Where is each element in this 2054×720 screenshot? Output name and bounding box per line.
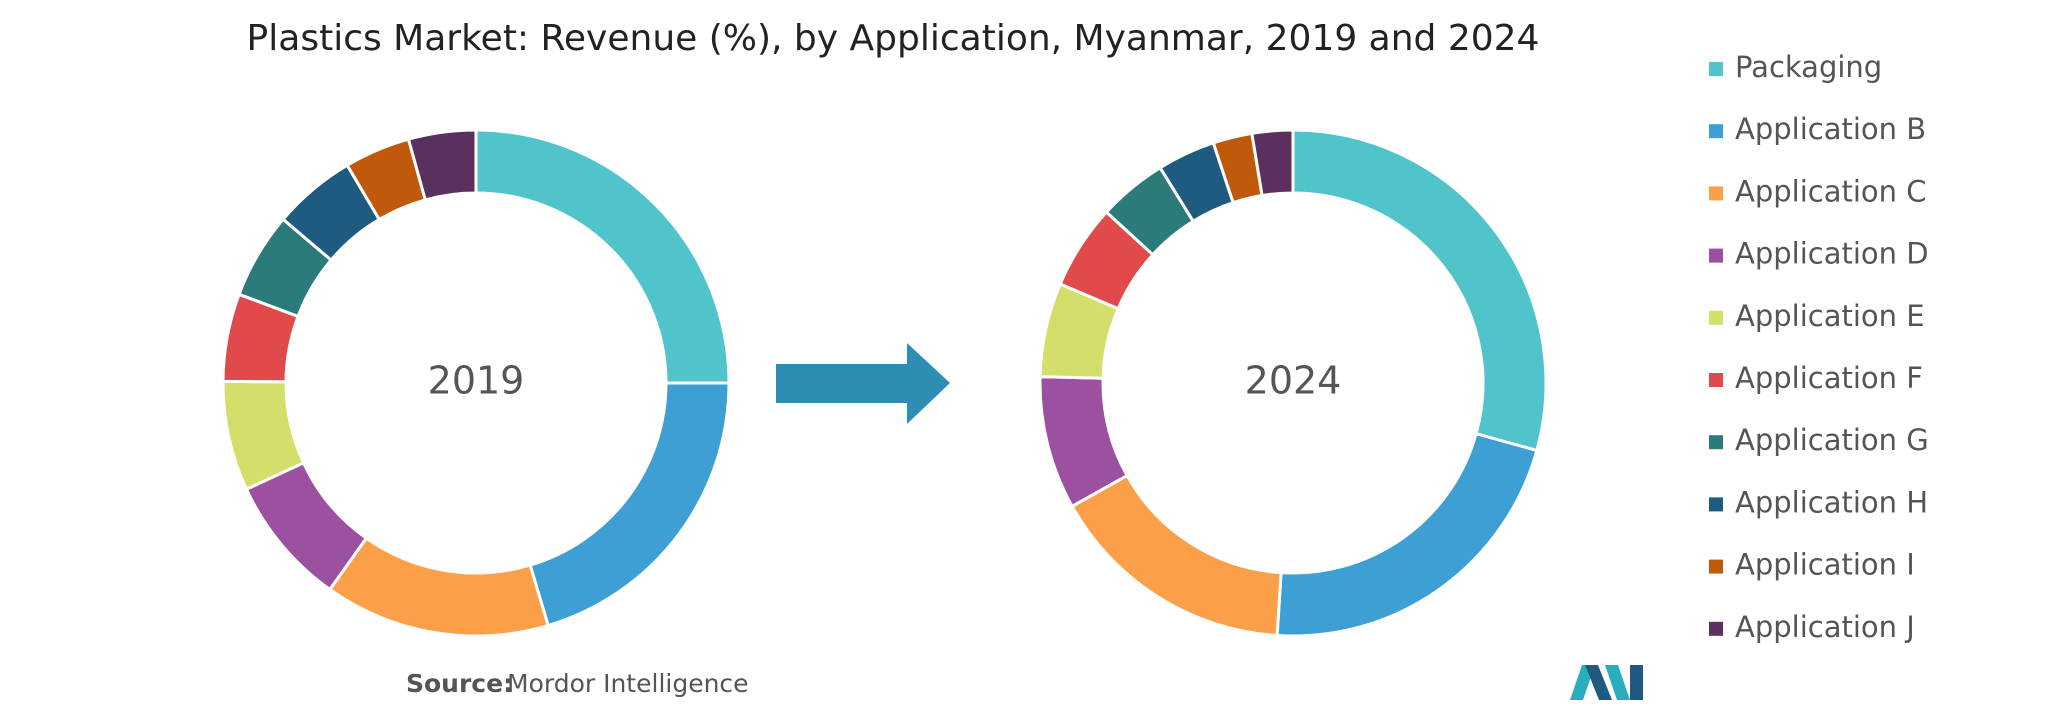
donut-segment (1070, 473, 1283, 638)
legend-swatch (1709, 124, 1723, 139)
legend-swatch (1709, 373, 1723, 387)
donut-segment (474, 128, 731, 385)
chart-title: Plastics Market: Revenue (%), by Applica… (247, 18, 1540, 59)
legend-swatch (1709, 248, 1723, 263)
source-label: Source: (406, 669, 513, 698)
legend-label: Application C (1735, 174, 1927, 208)
donut-segment (1250, 128, 1295, 198)
donut-segment (1275, 431, 1539, 638)
center-label: 2024 (1245, 359, 1342, 403)
legend-label: Application G (1735, 423, 1929, 457)
donut-segment (406, 128, 478, 202)
donut-segment (327, 536, 550, 638)
legend-swatch (1709, 435, 1723, 450)
legend-swatch (1709, 62, 1723, 76)
legend-label: Application D (1735, 237, 1929, 271)
legend-swatch (1709, 497, 1723, 512)
legend-swatch (1709, 310, 1723, 325)
legend-label: Packaging (1735, 50, 1882, 84)
arrow (776, 343, 950, 424)
source-text: Mordor Intelligence (507, 669, 749, 698)
donut-segment (528, 381, 731, 628)
legend-label: Application H (1735, 485, 1928, 519)
legend-label: Application F (1735, 361, 1923, 395)
legend-label: Application J (1735, 610, 1915, 644)
donut-segment (1291, 128, 1548, 453)
legend-label: Application I (1735, 548, 1915, 582)
logo (1570, 665, 1643, 700)
center-label: 2019 (428, 359, 525, 403)
legend-swatch (1709, 186, 1723, 201)
legend-label: Application B (1735, 112, 1926, 146)
legend-label: Application E (1735, 299, 1925, 333)
legend-swatch (1709, 559, 1723, 574)
legend-swatch (1709, 621, 1723, 636)
